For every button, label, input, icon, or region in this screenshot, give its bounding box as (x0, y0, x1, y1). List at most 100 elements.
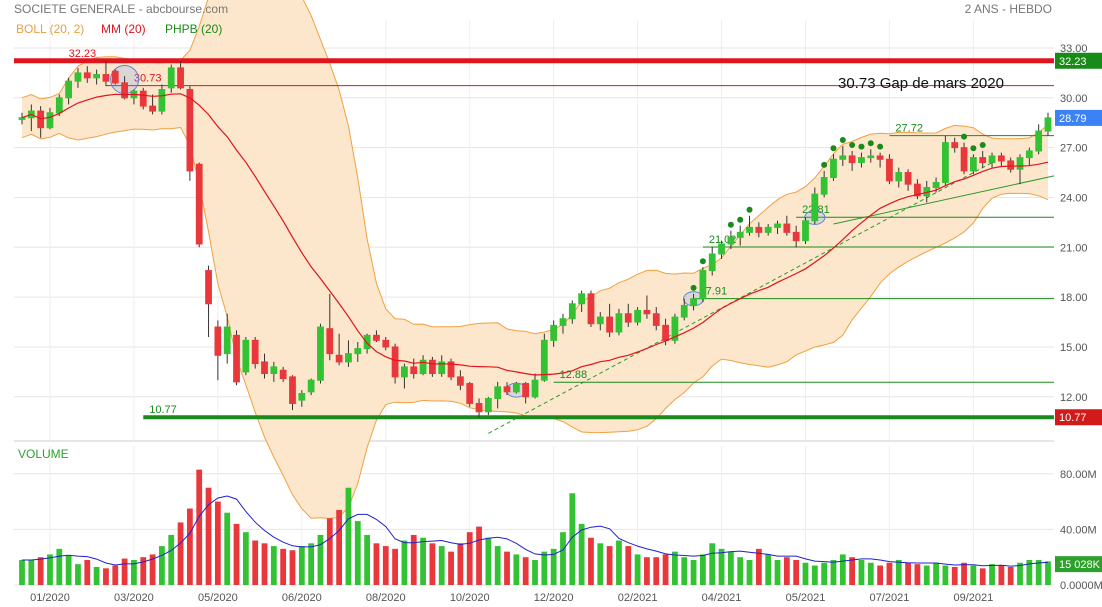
candle-body (783, 223, 791, 233)
candle-body (979, 157, 987, 164)
phpb-marker (849, 141, 856, 148)
candle-body (410, 366, 418, 375)
volume-bar (830, 559, 837, 585)
candle-body (223, 326, 231, 355)
volume-bar (149, 554, 156, 585)
candle-body (522, 383, 530, 398)
time-tick-label: 09/2021 (953, 592, 993, 604)
volume-bar (802, 562, 809, 585)
time-tick-label: 02/2021 (618, 592, 658, 604)
price-tick-label: 18.00 (1060, 292, 1088, 304)
volume-bar (131, 559, 137, 585)
price-tick-label: 21.00 (1060, 242, 1088, 254)
candle-body (540, 339, 548, 381)
candle-body (867, 155, 875, 159)
volume-bar (755, 548, 762, 585)
low-badge-label: 10.77 (1059, 412, 1087, 424)
time-tick-label: 07/2021 (870, 592, 910, 604)
volume-bar (961, 562, 967, 585)
volume-bar (382, 546, 389, 585)
volume-bar (709, 543, 716, 585)
level-label: 27.72 (895, 123, 923, 135)
level-label: 10.77 (149, 404, 177, 416)
volume-bar (793, 559, 800, 585)
candle-body (317, 326, 324, 381)
candle-body (997, 155, 1005, 162)
volume-bar (159, 546, 165, 585)
candle-body (438, 361, 446, 375)
chart-period: 2 ANS - HEBDO (965, 2, 1052, 16)
candle-body (699, 270, 707, 300)
candle-body (568, 303, 576, 320)
time-tick-label: 03/2020 (114, 592, 154, 604)
candle-body (736, 231, 744, 238)
candle-body (373, 334, 380, 341)
phpb-marker (979, 141, 986, 148)
candle-body (391, 346, 399, 378)
volume-bar (177, 522, 184, 585)
time-tick-label: 04/2021 (702, 592, 742, 604)
mm-line (21, 93, 1049, 376)
price-tick-label: 27.00 (1060, 143, 1088, 155)
time-tick-label: 12/2020 (534, 592, 574, 604)
candle-body (1035, 130, 1043, 152)
volume-bar (93, 566, 100, 585)
candle-body (550, 324, 558, 341)
candle-body (177, 67, 184, 89)
phpb-marker (839, 136, 846, 143)
volume-bar (858, 559, 865, 585)
volume-bar (532, 559, 538, 585)
volume-bar (476, 526, 482, 585)
volume-bar (951, 566, 958, 585)
volume-bar (373, 543, 380, 585)
volume-bar (989, 564, 995, 585)
candle-body (606, 316, 614, 333)
time-tick-label: 05/2020 (198, 592, 238, 604)
time-tick-label: 10/2020 (450, 592, 490, 604)
candle-body (512, 383, 520, 393)
candle-body (802, 220, 809, 242)
volume-bar (392, 548, 398, 585)
candle-body (111, 70, 119, 84)
candle-body (503, 386, 511, 393)
candle-body (755, 226, 763, 233)
candle-body (942, 142, 949, 184)
candle-body (662, 324, 669, 341)
volume-bar (298, 546, 305, 585)
time-tick-label: 06/2020 (282, 592, 322, 604)
candle-body (587, 293, 595, 325)
level-label: 12.88 (560, 369, 588, 381)
volume-bar (867, 562, 874, 585)
volume-bar (280, 548, 287, 585)
candle-body (214, 326, 222, 356)
volume-bar (513, 554, 520, 585)
volume-bar (681, 557, 688, 585)
candle-body (680, 304, 688, 318)
candle-body (466, 383, 474, 404)
volume-bar (653, 557, 660, 585)
volume-bars (19, 469, 1051, 585)
volume-bar (746, 559, 753, 585)
volume-bar (242, 532, 249, 585)
candle-body (456, 376, 464, 386)
volume-bar (214, 501, 221, 585)
candle-body (811, 193, 819, 222)
volume-bar (140, 557, 147, 585)
volume-bar (616, 540, 622, 585)
candle-body (690, 298, 697, 306)
candle-body (634, 309, 641, 323)
candle-body (671, 316, 679, 341)
candle-body (746, 226, 753, 233)
candles (18, 60, 1052, 418)
volume-bar (186, 508, 193, 585)
volume-bar (849, 557, 856, 585)
volume-bar (699, 554, 706, 585)
volume-bar (1045, 561, 1051, 585)
candle-body (186, 88, 194, 172)
price-tick-label: 12.00 (1060, 392, 1088, 404)
last-price-badge (1055, 109, 1102, 126)
candle-body (335, 354, 343, 363)
volume-bar (84, 559, 91, 585)
candle-body (401, 366, 408, 378)
